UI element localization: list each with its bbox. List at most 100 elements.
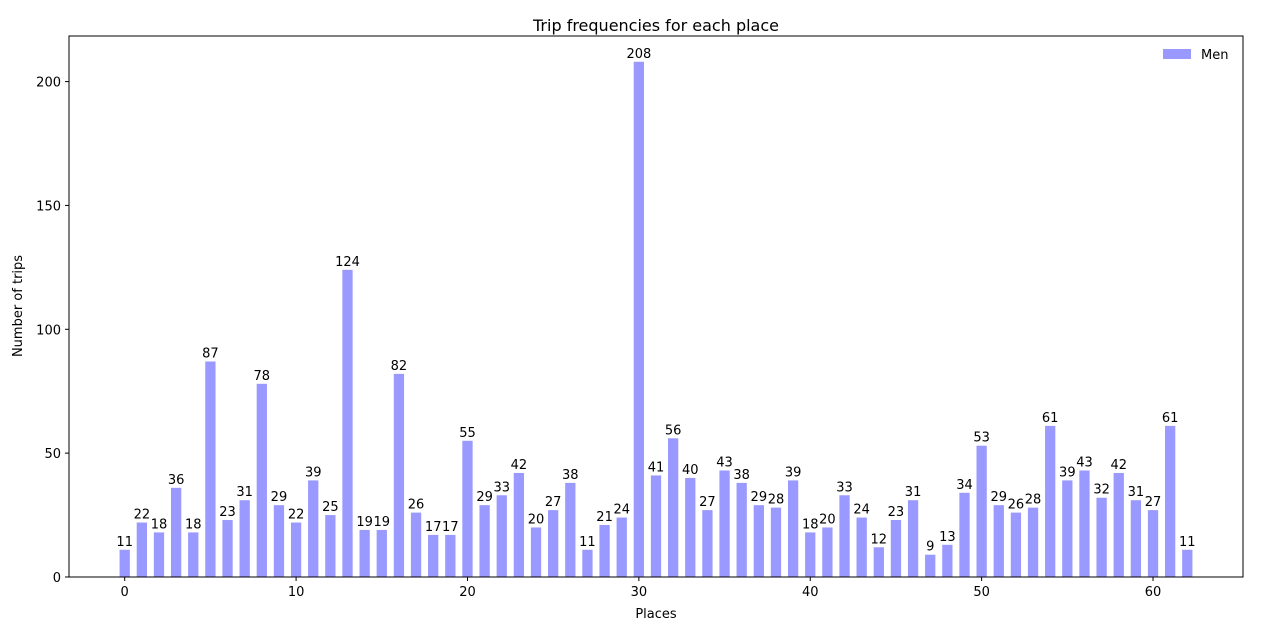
bar-place-25 [548,510,559,577]
bar-place-50 [976,445,987,577]
bar-place-27 [582,549,593,577]
bar-place-57 [1096,497,1107,577]
bar-place-41 [822,527,833,577]
x-tick-label-50: 50 [973,585,990,600]
legend: Men [1163,48,1228,63]
bar-place-35 [719,470,730,577]
data-label-place-54: 61 [1042,411,1059,426]
data-label-place-22: 33 [493,480,510,495]
data-label-place-28: 21 [596,510,613,525]
legend-swatch-men [1163,49,1191,59]
data-label-place-24: 20 [528,512,545,527]
data-label-place-40: 18 [802,517,819,532]
data-label-place-30: 208 [626,47,651,62]
bar-place-59 [1130,500,1142,577]
data-label-place-8: 78 [254,369,271,384]
bar-place-22 [496,495,507,577]
data-label-place-60: 27 [1145,495,1162,510]
data-label-place-50: 53 [973,431,990,446]
bar-place-40 [805,532,816,577]
bar-place-61 [1165,425,1176,577]
data-label-place-11: 39 [305,465,322,480]
data-label-place-25: 27 [545,495,562,510]
y-tick-label-50: 50 [44,447,61,462]
data-label-place-6: 23 [219,505,236,520]
bar-place-12 [325,515,336,577]
x-tick-label-60: 60 [1145,585,1162,600]
data-label-place-47: 9 [926,540,934,555]
data-label-place-49: 34 [956,478,973,493]
data-label-place-15: 19 [374,515,391,530]
data-label-place-35: 43 [716,455,733,470]
data-label-place-46: 31 [905,485,922,500]
bar-place-51 [993,505,1004,577]
bar-place-45 [890,520,902,577]
bar-place-24 [530,527,542,577]
bar-place-49 [959,492,970,577]
data-label-place-5: 87 [202,346,219,361]
data-label-place-23: 42 [511,458,528,473]
data-label-place-12: 25 [322,500,339,515]
data-label-place-20: 55 [459,426,476,441]
chart-title: Trip frequencies for each place [532,16,779,35]
x-tick-label-30: 30 [631,585,648,600]
y-axis-label: Number of trips [11,255,26,357]
bar-place-6 [222,520,233,577]
bar-place-5 [205,361,216,577]
data-label-place-10: 22 [288,508,305,523]
data-label-place-7: 31 [236,485,253,500]
bar-place-42 [839,495,850,577]
bar-place-44 [873,547,884,577]
x-tick-label-20: 20 [459,585,476,600]
bar-place-52 [1010,512,1022,577]
data-label-place-57: 32 [1093,483,1110,498]
data-label-place-1: 22 [134,508,151,523]
data-label-place-53: 28 [1025,493,1042,508]
data-label-place-39: 39 [785,465,802,480]
bar-place-36 [736,482,747,577]
bar-place-31 [650,475,662,577]
data-label-place-18: 17 [425,520,442,535]
x-axis-label: Places [635,607,677,622]
bar-place-39 [787,480,799,577]
bar-place-15 [376,529,387,577]
data-label-place-14: 19 [356,515,373,530]
bar-place-56 [1079,470,1090,577]
data-label-place-41: 20 [819,512,836,527]
data-label-place-2: 18 [151,517,168,532]
bar-place-17 [410,512,422,577]
bar-place-47 [925,554,936,577]
bar-place-60 [1147,510,1159,577]
data-label-place-21: 29 [476,490,493,505]
data-label-place-36: 38 [733,468,750,483]
y-tick-label-0: 0 [53,571,61,586]
data-label-place-33: 40 [682,463,699,478]
y-tick-label-200: 200 [36,76,61,91]
bar-place-18 [428,534,439,577]
bar-place-46 [907,500,919,577]
bar-place-26 [565,482,576,577]
x-tick-label-10: 10 [288,585,305,600]
data-label-place-42: 33 [836,480,853,495]
data-label-place-34: 27 [699,495,716,510]
bar-place-3 [170,487,182,577]
bar-place-58 [1113,472,1124,577]
bar-place-30 [633,61,645,578]
data-label-place-55: 39 [1059,465,1076,480]
bar-place-43 [856,517,867,577]
data-label-place-45: 23 [888,505,905,520]
bar-place-10 [290,522,302,577]
data-label-place-13: 124 [335,255,360,270]
x-tick-label-0: 0 [121,585,129,600]
bar-place-62 [1182,549,1193,577]
bars-group [119,61,1193,578]
bar-place-7 [239,500,250,577]
bar-place-34 [702,510,713,577]
legend-label-men: Men [1201,48,1228,63]
data-label-place-17: 26 [408,498,425,513]
data-label-place-58: 42 [1110,458,1127,473]
bar-place-11 [308,480,319,577]
bar-place-4 [188,532,199,577]
bar-place-21 [479,505,490,577]
